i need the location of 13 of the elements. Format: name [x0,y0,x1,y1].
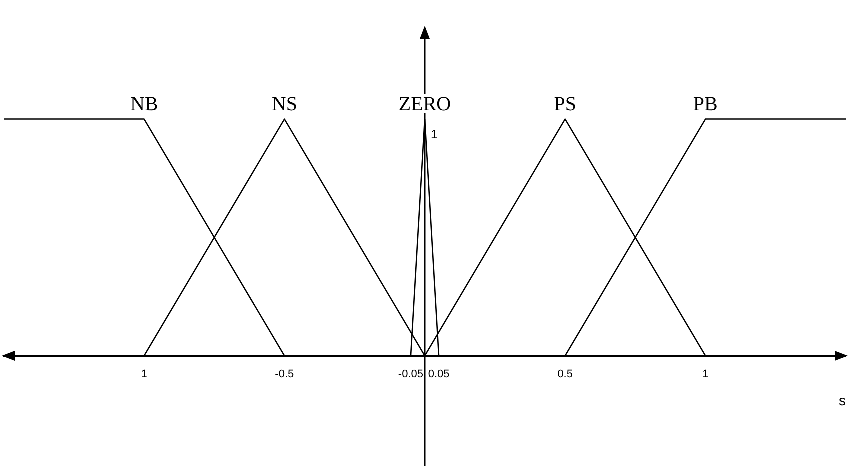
x-axis-title: s [839,392,846,408]
x-tick-label: 1 [141,368,148,381]
x-tick-label: -0.05 [398,368,424,381]
series-label: PB [693,93,718,116]
series-label: NB [130,93,158,116]
series-label: NS [272,93,298,116]
annotation: 1 [431,128,438,142]
series-label: ZERO [398,93,452,116]
x-tick-label: 1 [702,368,709,381]
x-tick-label: -0.5 [275,368,294,381]
x-tick-label: 0.5 [558,368,573,381]
x-tick-label: 0.05 [428,368,450,381]
series-label: PS [554,93,576,116]
